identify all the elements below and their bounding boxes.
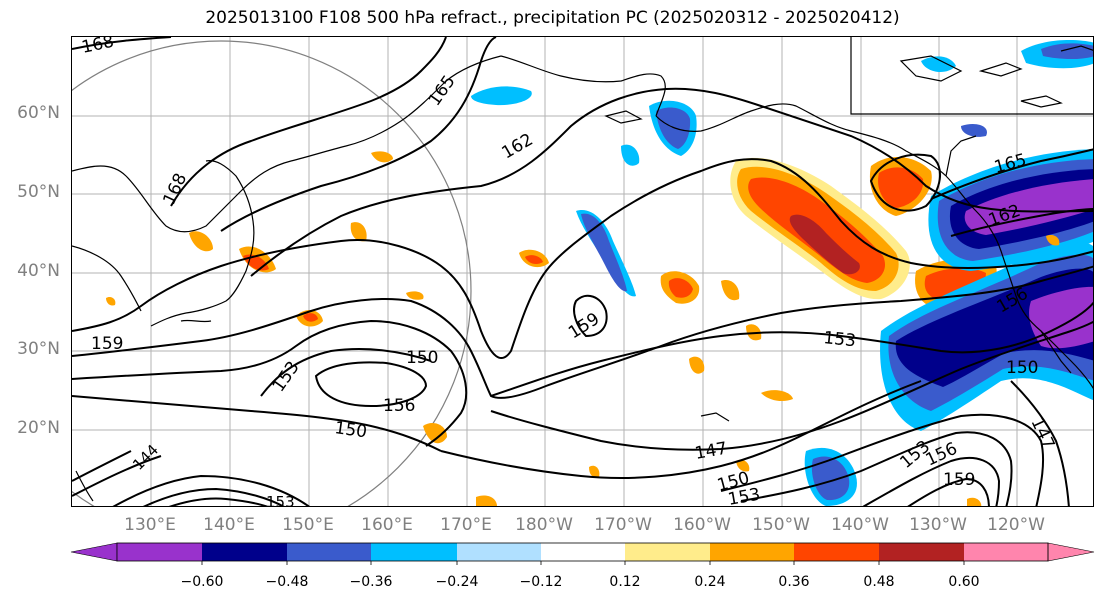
colorbar-segment bbox=[879, 543, 964, 561]
contour-156-loop bbox=[314, 361, 428, 408]
contour-153-east bbox=[490, 301, 1093, 397]
contour-label: 159 bbox=[943, 470, 975, 490]
colorbar-tick-label: 0.36 bbox=[778, 574, 810, 590]
lon-label-180w: 180°W bbox=[515, 515, 573, 535]
contour-label: 156 bbox=[383, 396, 415, 416]
contour-sw-2 bbox=[112, 474, 310, 506]
colorbar-segment bbox=[371, 543, 457, 561]
contour-label: 147 bbox=[693, 439, 728, 464]
contour-label: 150 bbox=[1006, 358, 1038, 378]
lon-label-150w: 150°W bbox=[752, 515, 810, 535]
contour-156-se bbox=[862, 456, 1001, 506]
map-canvas: 168 165 162 168 159 153 150 156 150 159 … bbox=[72, 37, 1093, 507]
contour-label: 144 bbox=[129, 441, 162, 474]
contour-sw-3 bbox=[142, 487, 285, 506]
colorbar-segment bbox=[710, 543, 794, 561]
map-title: 2025013100 F108 500 hPa refract., precip… bbox=[205, 8, 900, 28]
contour-150-se bbox=[720, 413, 1045, 506]
colorbar-tick-label: 0.48 bbox=[863, 574, 895, 590]
contour-156 bbox=[72, 265, 1093, 399]
map-panel: 168 165 162 168 159 153 150 156 150 159 … bbox=[71, 36, 1094, 507]
contour-165-ne bbox=[930, 148, 1093, 200]
lon-label-130e: 130°E bbox=[124, 515, 176, 535]
contour-147-east bbox=[1010, 380, 1070, 506]
contour-label: 162 bbox=[499, 130, 537, 164]
contour-159-loop bbox=[573, 294, 608, 338]
contour-150-mid bbox=[260, 348, 432, 397]
contour-150 bbox=[72, 395, 442, 452]
contour-label: 150 bbox=[406, 348, 438, 368]
colorbar-tick-label: −0.48 bbox=[265, 574, 309, 590]
range-circle bbox=[72, 40, 472, 506]
colorbar-segment bbox=[70, 542, 118, 562]
lon-label-120w: 120°W bbox=[987, 515, 1045, 535]
colorbar-segment bbox=[964, 543, 1048, 561]
colorbar-segment bbox=[117, 543, 202, 561]
contour-sw-4 bbox=[168, 497, 269, 506]
coastlines bbox=[72, 37, 1093, 502]
lat-label-30n: 30°N bbox=[17, 339, 60, 359]
contour-150-east bbox=[490, 320, 1093, 451]
contour-159 bbox=[72, 158, 1093, 359]
contour-168-west bbox=[170, 37, 447, 207]
colorbar-segment bbox=[202, 543, 287, 561]
colorbar bbox=[70, 542, 1095, 565]
colorbar-tick-label: −0.24 bbox=[435, 574, 479, 590]
colorbar-segment bbox=[541, 543, 625, 561]
contour-label: 153 bbox=[266, 493, 295, 507]
lat-label-50n: 50°N bbox=[17, 182, 60, 202]
colorbar-segment bbox=[794, 543, 879, 561]
colorbar-tick-label: 0.12 bbox=[609, 574, 641, 590]
contour-label: 159 bbox=[91, 334, 123, 354]
contour-label: 153 bbox=[822, 328, 856, 351]
colorbar-segment bbox=[625, 543, 710, 561]
lon-label-170e: 170°E bbox=[440, 515, 492, 535]
contour-162 bbox=[250, 87, 1093, 277]
colorbar-tick-label: 0.60 bbox=[948, 574, 980, 590]
contour-sw-1 bbox=[72, 455, 162, 497]
contour-label: 159 bbox=[565, 309, 603, 343]
contour-147 bbox=[440, 380, 922, 479]
contour-168-nw bbox=[72, 37, 172, 50]
contour-153 bbox=[72, 319, 468, 447]
lon-label-140w: 140°W bbox=[831, 515, 889, 535]
contour-label: 147 bbox=[1026, 415, 1058, 453]
lon-label-160e: 160°E bbox=[361, 515, 413, 535]
contour-label-group: 168 165 162 168 159 153 150 156 150 159 … bbox=[80, 37, 1058, 507]
lon-label-150e: 150°E bbox=[282, 515, 334, 535]
lon-label-160w: 160°W bbox=[673, 515, 731, 535]
colorbar-segment bbox=[1047, 542, 1095, 562]
contour-label: 168 bbox=[80, 37, 116, 58]
lon-label-170w: 170°W bbox=[594, 515, 652, 535]
colorbar-tick-label: 0.24 bbox=[694, 574, 726, 590]
lat-label-60n: 60°N bbox=[17, 103, 60, 123]
colorbar-tick-label: −0.36 bbox=[349, 574, 393, 590]
colorbar-segment bbox=[457, 543, 541, 561]
contour-label: 150 bbox=[333, 418, 368, 442]
contour-153-se bbox=[740, 431, 1013, 506]
lat-label-40n: 40°N bbox=[17, 261, 60, 281]
contour-sw-5 bbox=[72, 450, 132, 482]
contour-ne-loop bbox=[869, 153, 942, 212]
contour-label: 168 bbox=[159, 170, 191, 208]
contour-165 bbox=[220, 37, 497, 232]
lat-label-20n: 20°N bbox=[17, 418, 60, 438]
colorbar-tick-label: −0.12 bbox=[519, 574, 563, 590]
contour-159-se bbox=[907, 477, 990, 506]
lon-label-130w: 130°W bbox=[909, 515, 967, 535]
colorbar-tick-label: −0.60 bbox=[180, 574, 224, 590]
contour-label: 153 bbox=[726, 485, 761, 507]
refractivity-contours bbox=[72, 37, 1093, 506]
contour-label: 165 bbox=[425, 72, 460, 110]
lon-label-140e: 140°E bbox=[203, 515, 255, 535]
colorbar-segment bbox=[287, 543, 371, 561]
contour-162-ne bbox=[950, 208, 1093, 237]
